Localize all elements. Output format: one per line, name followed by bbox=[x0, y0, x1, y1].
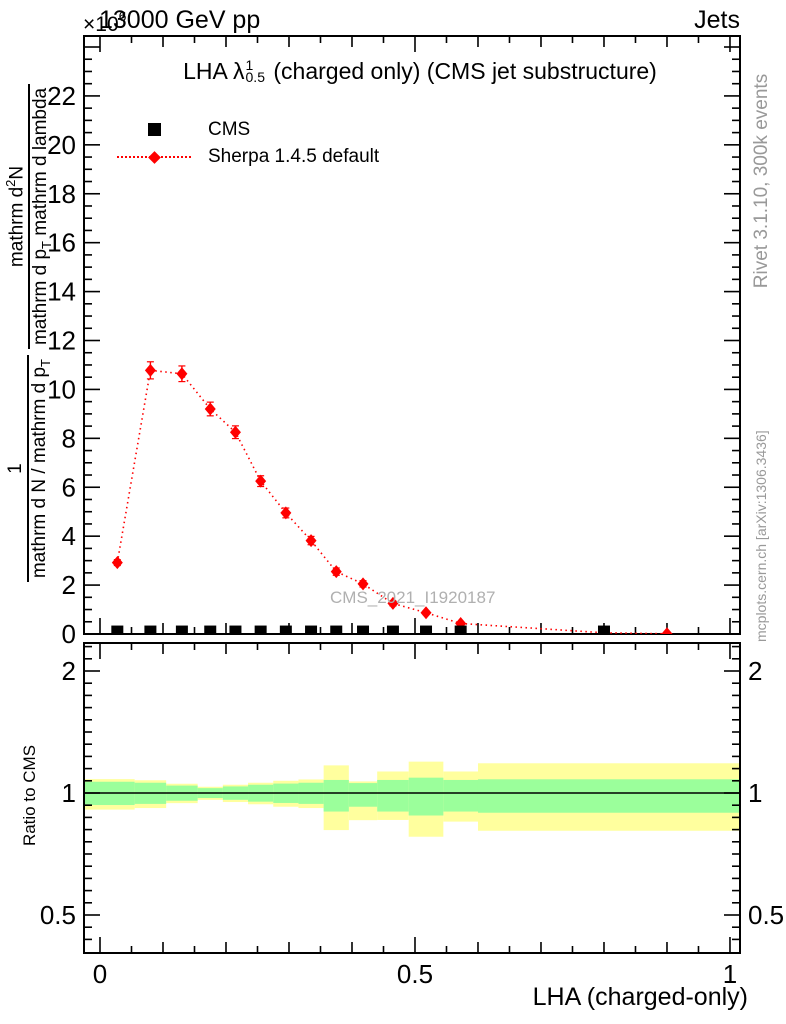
y-axis-title: 1 mathrm d N / mathrm d pT mathrm d2N ma… bbox=[3, 33, 55, 633]
legend-label-sherpa: Sherpa 1.4.5 default bbox=[208, 145, 380, 167]
frac1-numerator: 1 bbox=[4, 463, 26, 474]
frac2-numerator: mathrm d2N bbox=[3, 165, 28, 268]
axis-ticks bbox=[84, 36, 740, 953]
ratio-bands bbox=[84, 761, 740, 837]
rivet-version-note: Rivet 3.1.10, 300k events bbox=[751, 73, 772, 289]
analysis-group-title: Jets bbox=[694, 6, 740, 34]
svg-text:1: 1 bbox=[748, 778, 762, 808]
panel-frames bbox=[83, 35, 741, 954]
plot-title-sub: 0.5 bbox=[245, 68, 265, 85]
sherpa-diamond-line-icon bbox=[112, 150, 196, 164]
svg-text:16: 16 bbox=[47, 228, 76, 258]
plot-title-lambda: λ bbox=[233, 58, 245, 84]
plot-title-sup: 1 bbox=[245, 56, 254, 73]
legend-entry-sherpa: Sherpa 1.4.5 default bbox=[112, 143, 379, 170]
cms-square-icon bbox=[112, 123, 196, 136]
frac1-denominator: mathrm d N / mathrm d pT bbox=[26, 355, 53, 583]
watermark: CMS_2021_I1920187 bbox=[330, 588, 496, 607]
legend-entry-cms: CMS bbox=[112, 116, 379, 143]
plot-title-supsub: 1 0.5 bbox=[245, 56, 265, 85]
svg-text:8: 8 bbox=[62, 423, 76, 453]
svg-text:0.5: 0.5 bbox=[40, 900, 76, 930]
svg-text:1: 1 bbox=[723, 959, 737, 989]
svg-text:14: 14 bbox=[47, 277, 76, 307]
plot-title: LHA λ 1 0.5 (charged only) (CMS jet substr… bbox=[170, 58, 670, 87]
plot-title-pre: LHA bbox=[183, 58, 234, 84]
svg-text:2: 2 bbox=[62, 656, 76, 686]
svg-text:10: 10 bbox=[47, 374, 76, 404]
legend-label-cms: CMS bbox=[208, 118, 251, 140]
series-sherpa bbox=[111, 361, 673, 634]
svg-text:18: 18 bbox=[47, 179, 76, 209]
svg-text:1: 1 bbox=[62, 778, 76, 808]
svg-text:0.5: 0.5 bbox=[748, 900, 784, 930]
ratio-y-axis-title: Ratio to CMS bbox=[20, 744, 39, 847]
frac2-denominator: mathrm d pT mathrm d lambda bbox=[28, 83, 55, 350]
svg-text:2: 2 bbox=[748, 656, 762, 686]
y-axis-fraction-1: 1 mathrm d N / mathrm d pT bbox=[4, 355, 53, 583]
exponent-base: ×10 bbox=[83, 13, 119, 36]
svg-text:4: 4 bbox=[62, 521, 76, 551]
y-axis-exponent: ×106 bbox=[83, 8, 127, 37]
series-cms bbox=[111, 625, 610, 634]
y-axis-fraction-2: mathrm d2N mathrm d pT mathrm d lambda bbox=[3, 83, 55, 350]
svg-text:6: 6 bbox=[62, 472, 76, 502]
x-axis-title: LHA (charged-only) bbox=[532, 983, 748, 1011]
plot-title-post: (charged only) (CMS jet substructure) bbox=[266, 58, 657, 84]
svg-text:0: 0 bbox=[62, 619, 76, 649]
svg-text:12: 12 bbox=[47, 326, 76, 356]
svg-text:0: 0 bbox=[93, 959, 107, 989]
svg-text:20: 20 bbox=[47, 130, 76, 160]
svg-text:0.5: 0.5 bbox=[397, 959, 433, 989]
svg-text:22: 22 bbox=[47, 81, 76, 111]
beam-energy-title: 13000 GeV pp bbox=[99, 6, 261, 34]
legend: CMS Sherpa 1.4.5 default bbox=[112, 116, 379, 170]
svg-text:2: 2 bbox=[62, 570, 76, 600]
exponent-power: 6 bbox=[118, 8, 127, 24]
mcplots-reference-note: mcplots.cern.ch [arXiv:1306.3436] bbox=[753, 430, 769, 642]
